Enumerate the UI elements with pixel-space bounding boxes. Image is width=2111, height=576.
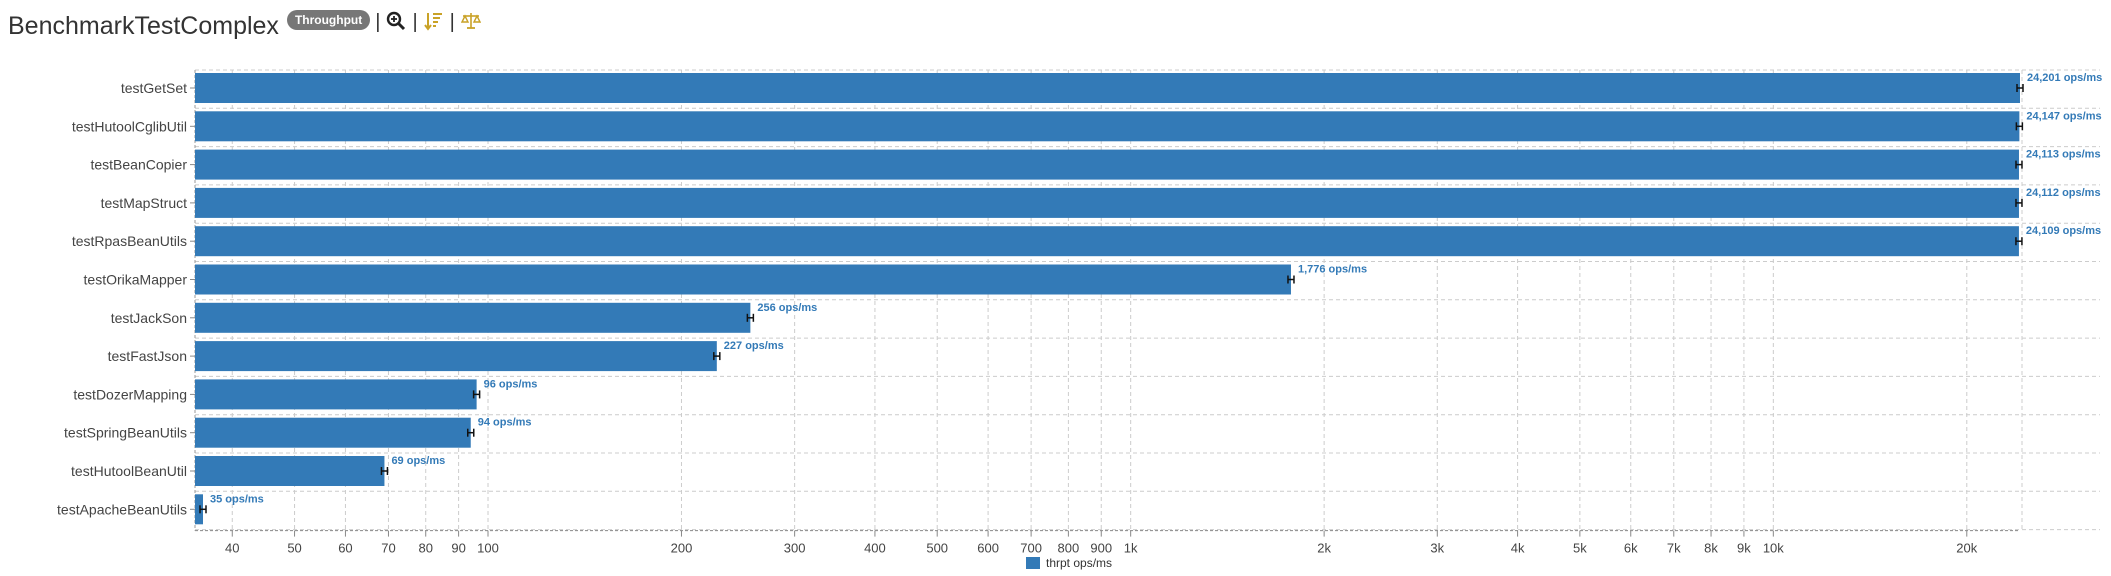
legend-label: thrpt ops/ms [1046,556,1113,570]
data-label: 96 ops/ms [484,378,538,390]
data-label: 35 ops/ms [210,493,264,505]
x-tick-label: 1k [1124,541,1138,556]
toolbar-separator: | [375,10,381,33]
x-tick-label: 5k [1573,541,1587,556]
category-label: testDozerMapping [73,386,187,402]
toolbar-separator: | [412,10,418,33]
category-label: testBeanCopier [90,157,187,173]
x-tick-label: 4k [1511,541,1525,556]
category-label: testFastJson [108,348,187,364]
category-label: testMapStruct [101,195,187,211]
x-tick-label: 800 [1058,541,1080,556]
x-tick-label: 400 [864,541,886,556]
x-tick-label: 50 [287,541,301,556]
x-tick-label: 20k [1956,541,1977,556]
page-title: BenchmarkTestComplex [8,11,279,40]
bar [195,494,203,525]
x-tick-label: 80 [418,541,432,556]
category-label: testRpasBeanUtils [72,233,187,249]
bar [195,302,751,333]
data-label: 24,113 ops/ms [2026,149,2101,161]
bar [195,264,1291,295]
x-tick-label: 60 [338,541,352,556]
bar [195,417,471,448]
chart-header: BenchmarkTestComplex Throughput | | | [8,6,482,46]
data-label: 24,147 ops/ms [2026,110,2101,122]
x-tick-label: 7k [1667,541,1681,556]
x-tick-label: 8k [1704,541,1718,556]
bar [195,187,2019,218]
category-label: testHutoolBeanUtil [71,463,187,479]
data-label: 24,201 ops/ms [2027,72,2102,84]
category-label: testHutoolCglibUtil [72,118,187,134]
x-tick-label: 6k [1624,541,1638,556]
x-tick-label: 100 [477,541,499,556]
x-tick-label: 2k [1317,541,1331,556]
zoom-icon[interactable] [385,10,407,32]
data-label: 94 ops/ms [478,417,532,429]
x-tick-label: 10k [1763,541,1784,556]
chart-legend[interactable]: thrpt ops/ms [1026,556,1112,570]
x-tick-label: 900 [1090,541,1112,556]
category-label: testJackSon [111,310,187,326]
balance-icon[interactable] [460,10,482,32]
data-label: 227 ops/ms [724,340,784,352]
x-tick-label: 200 [671,541,693,556]
sort-icon[interactable] [423,10,445,32]
x-tick-label: 700 [1020,541,1042,556]
x-tick-label: 9k [1737,541,1751,556]
data-label: 1,776 ops/ms [1298,264,1367,276]
bar [195,456,385,486]
category-label: testGetSet [121,80,187,96]
bar [195,341,717,372]
bar [195,73,2020,103]
toolbar-separator: | [449,10,455,33]
category-label: testApacheBeanUtils [57,501,187,517]
data-label: 256 ops/ms [757,302,817,314]
x-tick-label: 3k [1430,541,1444,556]
x-tick-label: 70 [381,541,395,556]
category-label: testOrikaMapper [84,272,188,288]
bar [195,379,477,410]
x-tick-label: 500 [926,541,948,556]
bar [195,226,2019,257]
mode-badge[interactable]: Throughput [286,10,371,30]
data-label: 24,109 ops/ms [2026,225,2101,237]
category-label: testSpringBeanUtils [64,425,187,441]
data-label: 24,112 ops/ms [2026,187,2101,199]
legend-swatch [1026,557,1040,569]
x-tick-label: 90 [451,541,465,556]
x-tick-label: 600 [977,541,999,556]
bar [195,111,2020,142]
bar [195,149,2019,180]
x-tick-label: 300 [784,541,806,556]
x-tick-label: 40 [225,541,239,556]
data-label: 69 ops/ms [391,455,445,467]
